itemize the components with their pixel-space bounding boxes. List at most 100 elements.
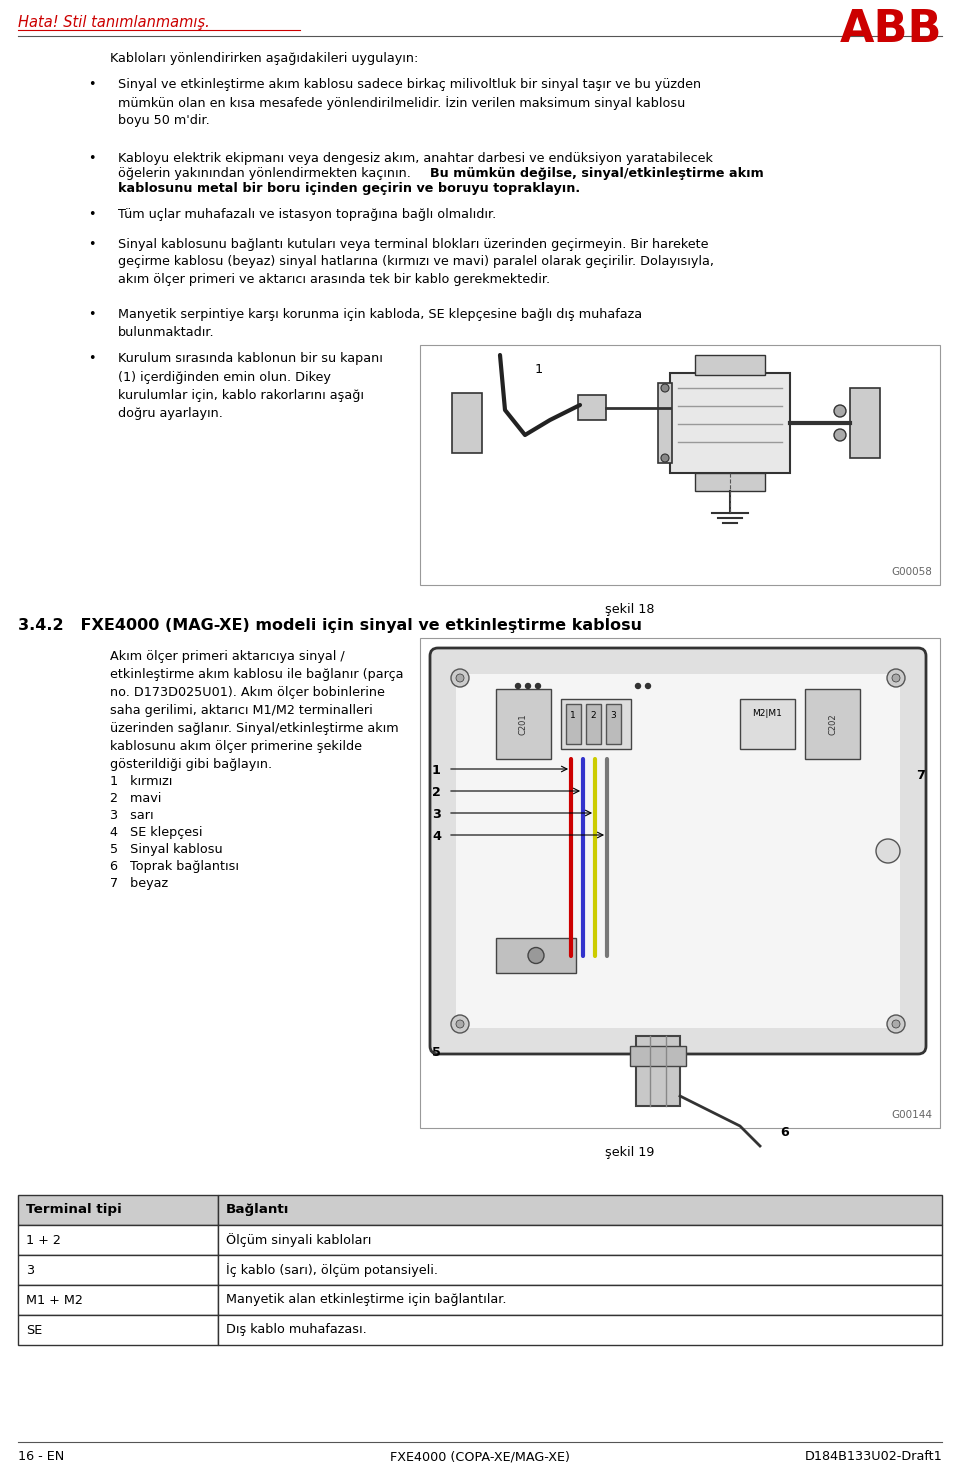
- Text: 2: 2: [590, 711, 596, 720]
- Text: 4   SE klepçesi: 4 SE klepçesi: [110, 827, 203, 838]
- Text: FXE4000 (COPA-XE/MAG-XE): FXE4000 (COPA-XE/MAG-XE): [390, 1449, 570, 1463]
- Text: M2|M1: M2|M1: [753, 710, 782, 719]
- Bar: [456, 675, 900, 1027]
- Bar: [850, 388, 880, 458]
- Bar: [218, 1315, 942, 1345]
- Bar: [218, 1225, 942, 1255]
- Text: Sinyal ve etkinleştirme akım kablosu sadece birkaç milivoltluk bir sinyal taşır : Sinyal ve etkinleştirme akım kablosu sad…: [118, 78, 701, 127]
- Text: 3   sarı: 3 sarı: [110, 809, 154, 822]
- Bar: [578, 396, 606, 421]
- Text: Manyetik alan etkinleştirme için bağlantılar.: Manyetik alan etkinleştirme için bağlant…: [226, 1293, 507, 1306]
- Bar: [452, 393, 482, 453]
- Circle shape: [636, 683, 640, 688]
- Circle shape: [451, 1015, 469, 1033]
- Text: Ölçüm sinyali kabloları: Ölçüm sinyali kabloları: [226, 1232, 372, 1247]
- Text: 1 + 2: 1 + 2: [26, 1234, 60, 1247]
- Text: Terminal tipi: Terminal tipi: [26, 1203, 122, 1216]
- Text: C201: C201: [519, 713, 528, 735]
- Text: şekil 18: şekil 18: [605, 604, 655, 615]
- Bar: [606, 704, 621, 744]
- Text: •: •: [88, 238, 95, 251]
- Text: 1: 1: [535, 363, 543, 376]
- Text: 7: 7: [916, 769, 925, 782]
- Text: Kabloyu elektrik ekipmanı veya dengesiz akım, anahtar darbesi ve endüksiyon yara: Kabloyu elektrik ekipmanı veya dengesiz …: [118, 152, 713, 165]
- Text: İç kablo (sarı), ölçüm potansiyeli.: İç kablo (sarı), ölçüm potansiyeli.: [226, 1263, 438, 1277]
- Text: Hata! Stil tanımlanmamış.: Hata! Stil tanımlanmamış.: [18, 15, 209, 30]
- Bar: [561, 700, 631, 748]
- Text: G00144: G00144: [891, 1110, 932, 1120]
- Circle shape: [876, 838, 900, 863]
- Bar: [18, 1286, 218, 1315]
- Text: •: •: [88, 308, 95, 320]
- Text: 7   beyaz: 7 beyaz: [110, 877, 168, 890]
- Circle shape: [525, 683, 531, 688]
- Text: Kabloları yönlendirirken aşağıdakileri uygulayın:: Kabloları yönlendirirken aşağıdakileri u…: [110, 52, 419, 65]
- Circle shape: [892, 1020, 900, 1027]
- Text: M1 + M2: M1 + M2: [26, 1293, 83, 1306]
- Text: •: •: [88, 208, 95, 221]
- Text: •: •: [88, 152, 95, 165]
- Bar: [218, 1255, 942, 1286]
- Bar: [740, 700, 795, 748]
- Text: D184B133U02-Draft1: D184B133U02-Draft1: [804, 1449, 942, 1463]
- Circle shape: [516, 683, 520, 688]
- Bar: [670, 373, 790, 472]
- Text: Manyetik serpintiye karşı korunma için kabloda, SE klepçesine bağlı dış muhafaza: Manyetik serpintiye karşı korunma için k…: [118, 308, 642, 338]
- Text: Dış kablo muhafazası.: Dış kablo muhafazası.: [226, 1324, 367, 1336]
- Bar: [496, 939, 576, 973]
- Circle shape: [834, 404, 846, 418]
- Bar: [496, 689, 551, 759]
- Text: SE: SE: [26, 1324, 42, 1336]
- Bar: [18, 1315, 218, 1345]
- Bar: [695, 356, 765, 375]
- Text: 3.4.2   FXE4000 (MAG-XE) modeli için sinyal ve etkinleştirme kablosu: 3.4.2 FXE4000 (MAG-XE) modeli için sinya…: [18, 618, 642, 633]
- Bar: [566, 704, 581, 744]
- Text: 3: 3: [26, 1263, 35, 1277]
- Text: 16 - EN: 16 - EN: [18, 1449, 64, 1463]
- Text: 5: 5: [432, 1046, 441, 1058]
- Circle shape: [456, 1020, 464, 1027]
- Text: Bağlantı: Bağlantı: [226, 1203, 289, 1216]
- Bar: [630, 1046, 686, 1066]
- Text: ABB: ABB: [839, 7, 942, 52]
- Text: şekil 19: şekil 19: [606, 1145, 655, 1159]
- Bar: [218, 1196, 942, 1225]
- Circle shape: [451, 669, 469, 686]
- Circle shape: [887, 1015, 905, 1033]
- Text: 5   Sinyal kablosu: 5 Sinyal kablosu: [110, 843, 223, 856]
- Bar: [695, 472, 765, 492]
- Text: 4: 4: [432, 830, 441, 843]
- Bar: [586, 704, 601, 744]
- Circle shape: [536, 683, 540, 688]
- Circle shape: [645, 683, 651, 688]
- Text: C202: C202: [828, 713, 837, 735]
- Text: Tüm uçlar muhafazalı ve istasyon toprağına bağlı olmalıdır.: Tüm uçlar muhafazalı ve istasyon toprağı…: [118, 208, 496, 221]
- Text: Kurulum sırasında kablonun bir su kapanı
(1) içerdiğinden emin olun. Dikey
kurul: Kurulum sırasında kablonun bir su kapanı…: [118, 351, 383, 421]
- Text: 1: 1: [570, 711, 576, 720]
- Bar: [636, 1036, 680, 1106]
- Circle shape: [892, 675, 900, 682]
- Text: öğelerin yakınından yönlendirmekten kaçının.: öğelerin yakınından yönlendirmekten kaçı…: [118, 167, 415, 180]
- Text: Sinyal kablosunu bağlantı kutuları veya terminal blokları üzerinden geçirmeyin. : Sinyal kablosunu bağlantı kutuları veya …: [118, 238, 714, 286]
- Text: 1: 1: [432, 765, 441, 776]
- Text: 2   mavi: 2 mavi: [110, 793, 161, 804]
- Circle shape: [661, 455, 669, 462]
- Text: •: •: [88, 351, 95, 365]
- Text: 3: 3: [432, 807, 441, 821]
- Text: Bu mümkün değilse, sinyal/etkinleştirme akım: Bu mümkün değilse, sinyal/etkinleştirme …: [430, 167, 764, 180]
- Bar: [18, 1196, 218, 1225]
- Text: 1   kırmızı: 1 kırmızı: [110, 775, 173, 788]
- Text: 6: 6: [780, 1126, 789, 1139]
- Bar: [18, 1225, 218, 1255]
- Text: 6   Toprak bağlantısı: 6 Toprak bağlantısı: [110, 861, 239, 872]
- Bar: [805, 689, 860, 759]
- Bar: [658, 382, 672, 463]
- Text: Akım ölçer primeri aktarıcıya sinyal /
etkinleştirme akım kablosu ile bağlanır (: Akım ölçer primeri aktarıcıya sinyal / e…: [110, 649, 403, 770]
- Circle shape: [528, 948, 544, 964]
- Text: 2: 2: [432, 787, 441, 799]
- Circle shape: [834, 430, 846, 441]
- FancyBboxPatch shape: [430, 648, 926, 1054]
- Text: 3: 3: [611, 711, 616, 720]
- Bar: [420, 638, 940, 1128]
- Bar: [420, 345, 940, 584]
